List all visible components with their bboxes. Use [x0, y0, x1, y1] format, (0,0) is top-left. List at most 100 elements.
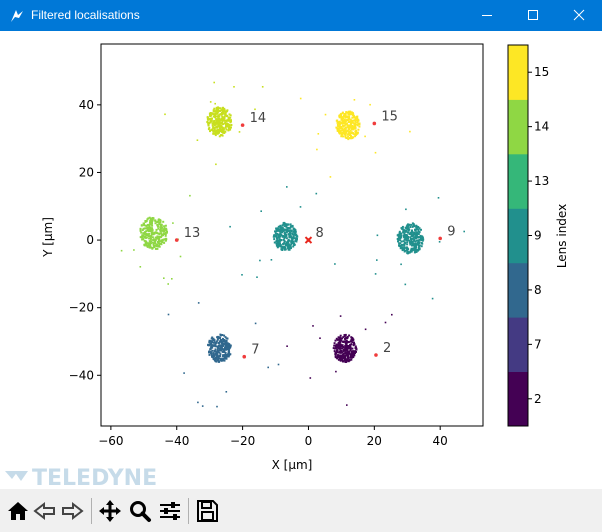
forward-button[interactable]	[59, 498, 85, 524]
scatter-point	[281, 224, 284, 227]
scatter-point	[347, 127, 350, 130]
scatter-point	[220, 130, 223, 133]
scatter-point	[282, 243, 285, 245]
scatter-point	[336, 128, 339, 131]
outlier-point	[316, 148, 318, 151]
scatter-plot[interactable]: 2 7 8 9 13 14 15 −60 −40 −20 0 20 40 40 20 0 −20 −40 X …	[0, 31, 602, 491]
scatter-point	[279, 224, 282, 227]
scatter-point	[290, 229, 293, 232]
scatter-point	[287, 248, 290, 251]
scatter-point	[211, 349, 214, 352]
back-arrow-icon	[33, 501, 55, 521]
scatter-point	[357, 118, 360, 121]
scatter-point	[218, 107, 221, 110]
scatter-point	[339, 131, 342, 134]
home-button[interactable]	[5, 498, 31, 524]
scatter-point	[346, 133, 349, 136]
scatter-point	[343, 340, 346, 343]
scatter-point	[220, 339, 222, 341]
scatter-point	[227, 350, 230, 353]
lens-index-label: 7	[251, 343, 259, 358]
maximize-button[interactable]	[510, 0, 556, 31]
scatter-point	[222, 354, 225, 357]
scatter-point	[163, 227, 166, 230]
scatter-point	[154, 238, 157, 241]
scatter-point	[144, 227, 147, 230]
scatter-point	[412, 247, 415, 250]
scatter-point	[151, 246, 154, 249]
scatter-point	[344, 136, 347, 139]
scatter-point	[348, 112, 351, 115]
scatter-point	[215, 118, 218, 121]
scatter-point	[230, 124, 233, 126]
scatter-point	[217, 357, 220, 360]
scatter-point	[215, 340, 218, 343]
scatter-point	[400, 234, 403, 237]
outlier-point	[183, 372, 185, 374]
scatter-point	[350, 113, 353, 116]
scatter-point	[418, 244, 421, 247]
figure-canvas[interactable]: 2 7 8 9 13 14 15 −60 −40 −20 0 20 40 40 20 0 −20 −40 X …	[0, 31, 602, 491]
scatter-point	[413, 239, 416, 242]
scatter-point	[207, 343, 210, 346]
scatter-point	[404, 230, 407, 233]
outlier-point	[299, 97, 302, 100]
scatter-point	[276, 246, 279, 249]
scatter-point	[139, 229, 142, 232]
scatter-point	[351, 121, 354, 124]
scatter-point	[405, 246, 408, 249]
scatter-point	[143, 232, 146, 235]
scatter-point	[213, 358, 216, 361]
scatter-point	[211, 344, 214, 347]
cluster-lens-2	[286, 313, 393, 406]
scatter-point	[335, 352, 338, 355]
scatter-point	[208, 353, 211, 356]
scatter-point	[216, 350, 219, 353]
scatter-point	[141, 238, 144, 241]
zoom-button[interactable]	[127, 498, 153, 524]
scatter-point	[278, 234, 280, 237]
outlier-point	[335, 370, 337, 373]
scatter-point	[212, 352, 215, 355]
outlier-point	[312, 325, 314, 327]
back-button[interactable]	[32, 498, 58, 524]
scatter-point	[350, 120, 352, 123]
pan-button[interactable]	[97, 498, 123, 524]
scatter-point	[295, 239, 298, 242]
scatter-point	[217, 358, 219, 361]
scatter-point	[288, 245, 291, 248]
scatter-point	[283, 233, 286, 235]
scatter-point	[337, 336, 340, 339]
scatter-point	[352, 344, 355, 347]
scatter-point	[148, 216, 151, 219]
toolbar-separator	[188, 498, 189, 524]
scatter-point	[335, 337, 338, 340]
scatter-point	[286, 243, 289, 246]
scatter-point	[343, 115, 346, 117]
scatter-point	[142, 232, 145, 235]
y-ticks: 40 20 0 −20 −40	[69, 98, 101, 382]
scatter-point	[275, 235, 278, 238]
scatter-point	[279, 242, 281, 245]
save-button[interactable]	[194, 498, 220, 524]
scatter-point	[346, 116, 349, 119]
scatter-point	[211, 128, 214, 131]
scatter-point	[285, 237, 288, 240]
scatter-point	[151, 236, 154, 239]
scatter-point	[336, 119, 339, 122]
minimize-button[interactable]	[464, 0, 510, 31]
outlier-point	[384, 321, 387, 324]
scatter-point	[421, 235, 424, 238]
scatter-point	[288, 234, 291, 237]
configure-subplots-button[interactable]	[157, 498, 183, 524]
scatter-point	[217, 117, 220, 120]
scatter-point	[339, 114, 342, 117]
scatter-point	[216, 336, 219, 339]
cluster-lens-15	[299, 97, 411, 178]
scatter-point	[344, 361, 347, 363]
scatter-point	[401, 243, 404, 246]
scatter-point	[400, 227, 403, 230]
scatter-point	[282, 223, 285, 225]
scatter-point	[291, 237, 293, 239]
close-button[interactable]	[556, 0, 602, 31]
